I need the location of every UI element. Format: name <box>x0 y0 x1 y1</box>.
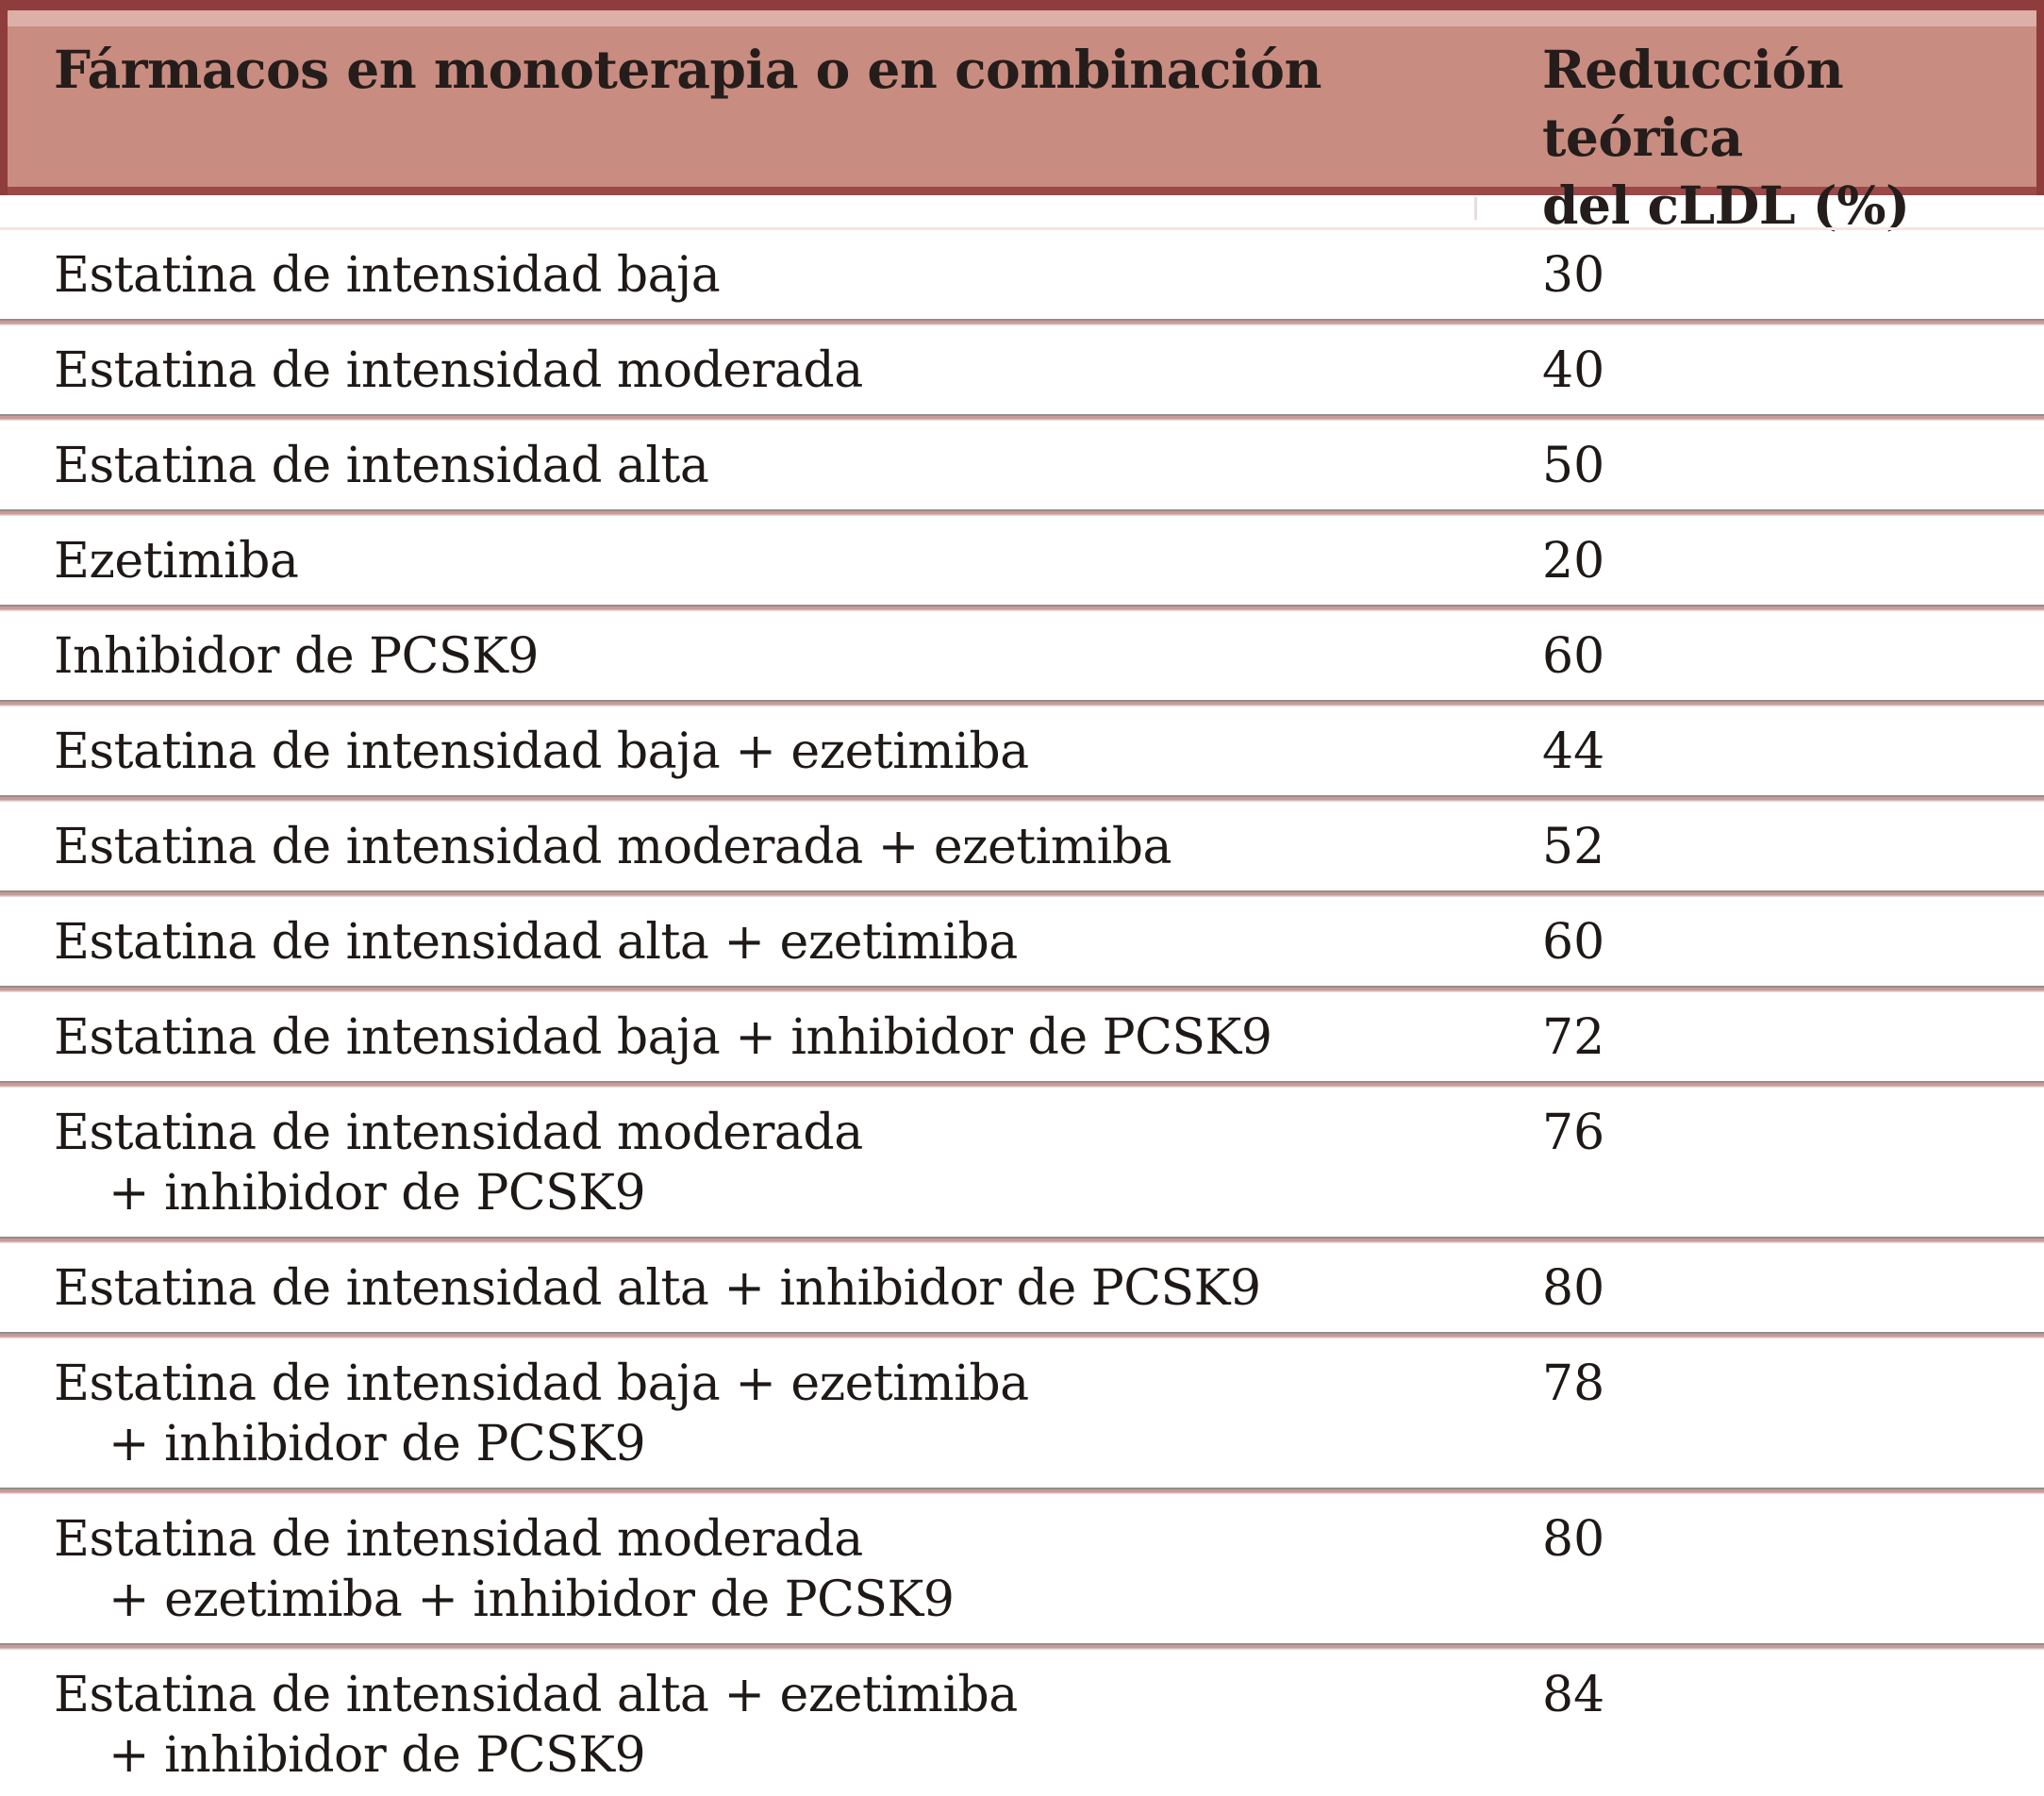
reduction-value: 40 <box>1542 342 1605 399</box>
table-row: Estatina de intensidad baja + inhibidor … <box>0 992 2044 1081</box>
reduction-value: 72 <box>1542 1009 1605 1066</box>
header-row: Fármacos en monoterapia o en combinación… <box>8 10 2036 236</box>
drug-name-continuation: + ezetimiba + inhibidor de PCSK9 <box>108 1572 955 1628</box>
reduction-column-header: Reducción teórica del cLDL (%) <box>1476 36 2036 240</box>
drug-cell: Estatina de intensidad alta <box>0 436 1476 496</box>
reduction-value: 52 <box>1542 819 1605 875</box>
drug-name: Estatina de intensidad moderada + ezetim… <box>54 819 1172 875</box>
drug-cell: Estatina de intensidad alta + inhibidor … <box>0 1258 1476 1319</box>
drug-name: Estatina de intensidad moderada <box>54 1105 863 1161</box>
drug-cell: Estatina de intensidad alta + ezetimiba <box>0 912 1476 973</box>
reduction-value: 20 <box>1542 533 1605 590</box>
drug-name: Estatina de intensidad moderada <box>54 1511 863 1568</box>
drug-cell: Estatina de intensidad moderada + inhibi… <box>0 1103 1476 1223</box>
drug-name: Estatina de intensidad alta <box>54 438 709 494</box>
row-separator <box>0 319 2044 325</box>
drug-name: Estatina de intensidad alta + inhibidor … <box>54 1260 1261 1317</box>
reduction-value: 44 <box>1542 723 1605 780</box>
drug-cell: Inhibidor de PCSK9 <box>0 626 1476 687</box>
reduction-value: 60 <box>1542 628 1605 685</box>
drug-name: Inhibidor de PCSK9 <box>54 628 539 685</box>
column-boundary-tick <box>1474 197 1477 220</box>
drug-name-continuation: + inhibidor de PCSK9 <box>108 1165 646 1222</box>
table-row: Inhibidor de PCSK9 60 <box>0 611 2044 700</box>
drug-name: Estatina de intensidad alta + ezetimiba <box>54 914 1018 971</box>
row-separator <box>0 986 2044 992</box>
drug-cell: Estatina de intensidad alta + ezetimiba … <box>0 1665 1476 1786</box>
row-separator <box>0 605 2044 611</box>
row-separator <box>0 509 2044 516</box>
drug-cell: Estatina de intensidad baja + inhibidor … <box>0 1007 1476 1068</box>
reduction-value: 84 <box>1542 1667 1605 1723</box>
reduction-header-line1: Reducción teórica <box>1542 39 1844 168</box>
drug-cell: Estatina de intensidad baja <box>0 245 1476 306</box>
reduction-value: 30 <box>1542 247 1605 304</box>
table-row: Estatina de intensidad moderada + ezetim… <box>0 1494 2044 1643</box>
reduction-value: 80 <box>1542 1260 1605 1317</box>
table-rows: Estatina de intensidad baja 30 Estatina … <box>0 230 2044 1796</box>
drug-name: Estatina de intensidad moderada <box>54 342 863 399</box>
table-row: Estatina de intensidad moderada + inhibi… <box>0 1088 2044 1237</box>
reduction-value: 76 <box>1542 1105 1605 1161</box>
drug-cell: Estatina de intensidad moderada + ezetim… <box>0 1509 1476 1630</box>
drug-name: Estatina de intensidad baja + ezetimiba <box>54 1355 1029 1412</box>
table-row: Estatina de intensidad alta + ezetimiba … <box>0 897 2044 986</box>
reduction-value: 50 <box>1542 438 1605 494</box>
drug-name: Ezetimiba <box>54 533 299 590</box>
row-separator <box>0 700 2044 707</box>
table-row: Estatina de intensidad baja + ezetimiba … <box>0 1339 2044 1488</box>
drug-cell: Estatina de intensidad baja + ezetimiba <box>0 722 1476 782</box>
drug-name: Estatina de intensidad baja <box>54 247 721 304</box>
reduction-value: 80 <box>1542 1511 1605 1568</box>
table-row: Estatina de intensidad baja 30 <box>0 230 2044 319</box>
row-separator <box>0 795 2044 802</box>
table-row: Estatina de intensidad alta 50 <box>0 421 2044 509</box>
reduction-value: 78 <box>1542 1355 1605 1412</box>
row-separator <box>0 1237 2044 1243</box>
drug-cell: Estatina de intensidad baja + ezetimiba … <box>0 1354 1476 1474</box>
row-separator <box>0 1488 2044 1494</box>
drug-name: Estatina de intensidad alta + ezetimiba <box>54 1667 1018 1723</box>
drug-name-continuation: + inhibidor de PCSK9 <box>108 1416 646 1472</box>
drug-cell: Estatina de intensidad moderada <box>0 341 1476 401</box>
header-gap <box>0 195 2044 230</box>
row-separator <box>0 414 2044 421</box>
header-frame: Fármacos en monoterapia o en combinación… <box>0 0 2044 236</box>
reduction-header-line2: del cLDL (%) <box>1542 175 1910 236</box>
drug-name-continuation: + inhibidor de PCSK9 <box>108 1727 646 1784</box>
row-separator <box>0 1332 2044 1339</box>
table-row: Estatina de intensidad moderada 40 <box>0 325 2044 414</box>
drug-cell: Ezetimiba <box>0 531 1476 591</box>
table-row: Estatina de intensidad baja + ezetimiba … <box>0 707 2044 795</box>
table-row: Estatina de intensidad moderada + ezetim… <box>0 802 2044 890</box>
row-separator <box>0 1081 2044 1088</box>
row-separator <box>0 890 2044 897</box>
row-separator <box>0 1643 2044 1650</box>
table-row: Ezetimiba 20 <box>0 516 2044 605</box>
table-row: Estatina de intensidad alta + ezetimiba … <box>0 1650 2044 1796</box>
drug-name: Estatina de intensidad baja + ezetimiba <box>54 723 1029 780</box>
drug-name: Estatina de intensidad baja + inhibidor … <box>54 1009 1272 1066</box>
drug-cell: Estatina de intensidad moderada + ezetim… <box>0 817 1476 877</box>
reduction-value: 60 <box>1542 914 1605 971</box>
table-row: Estatina de intensidad alta + inhibidor … <box>0 1243 2044 1332</box>
drug-column-header: Fármacos en monoterapia o en combinación <box>54 39 1321 100</box>
